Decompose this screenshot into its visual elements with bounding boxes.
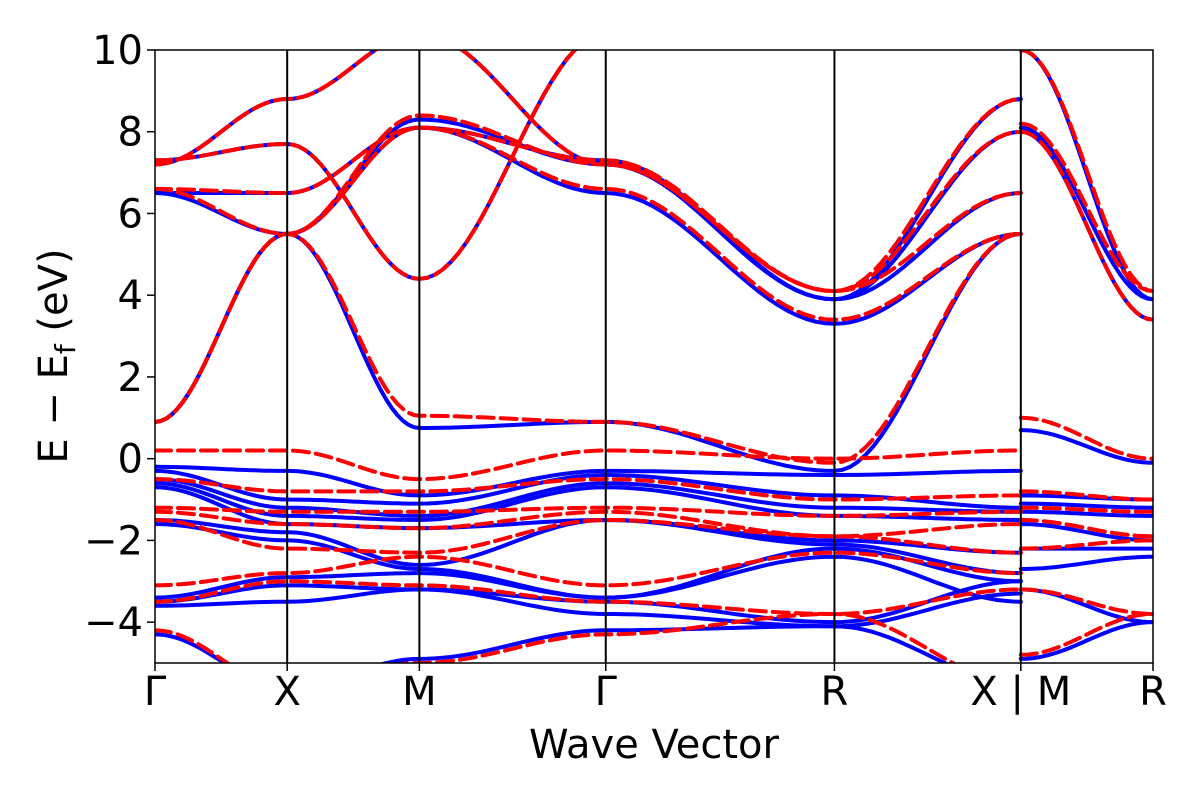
high-symmetry-lines <box>286 50 1022 663</box>
band-line <box>1018 501 1153 510</box>
band-line <box>155 477 1023 518</box>
band-line <box>155 579 1023 625</box>
band-line <box>155 481 1023 522</box>
band-line <box>155 550 1023 588</box>
y-axis: 10 8 6 4 2 0 −2 −4 <box>84 28 155 646</box>
band-line <box>1018 125 1153 302</box>
x-tick-label: X <box>273 669 300 715</box>
x-axis-label: Wave Vector <box>529 722 780 768</box>
band-line <box>155 522 1023 600</box>
band-line <box>1018 428 1153 465</box>
band-line <box>1018 587 1153 616</box>
x-tick-label: Γ <box>595 669 618 715</box>
band-line <box>1018 505 1153 514</box>
y-tick-label: −2 <box>84 518 143 564</box>
band-line <box>155 468 1023 510</box>
band-line <box>155 448 1023 482</box>
band-line <box>1018 415 1153 461</box>
plot-frame <box>154 49 1154 664</box>
band-line <box>155 579 1023 616</box>
band-line <box>1018 121 1153 294</box>
band-line <box>1018 554 1153 571</box>
band-series-2 <box>155 50 1153 663</box>
band-line <box>155 50 1023 294</box>
y-tick-label: 0 <box>118 437 143 483</box>
band-line <box>1018 129 1153 322</box>
band-line <box>155 125 1023 326</box>
y-axis-label-main: E − E <box>31 354 77 464</box>
band-line <box>155 113 1023 294</box>
band-line <box>155 518 1023 576</box>
y-tick-label: 4 <box>118 273 143 319</box>
band-line <box>155 612 958 663</box>
x-axis: Γ X M Γ R X | M R <box>144 663 1167 715</box>
y-axis-label: E − Ef (eV) <box>31 248 82 463</box>
band-line <box>155 50 578 281</box>
x-tick-label: M <box>402 669 437 715</box>
band-line <box>1018 509 1153 518</box>
band-line <box>155 505 1023 518</box>
band-line <box>155 587 1023 629</box>
y-tick-label: 2 <box>118 355 143 401</box>
bands-layer <box>155 50 1153 663</box>
y-tick-label: 10 <box>92 28 143 74</box>
band-line <box>155 50 578 281</box>
band-line <box>155 485 1023 555</box>
band-line <box>1018 489 1153 502</box>
x-tick-label: X | M <box>970 669 1071 715</box>
y-tick-label: −4 <box>84 600 143 646</box>
band-line <box>155 554 1023 604</box>
band-line <box>155 624 950 663</box>
band-line <box>1018 538 1153 551</box>
x-tick-label: Γ <box>144 669 167 715</box>
y-tick-label: 6 <box>118 191 143 237</box>
x-tick-label: R <box>821 669 849 715</box>
band-line <box>155 518 1023 555</box>
band-line <box>1018 612 1153 657</box>
band-line <box>155 125 1023 322</box>
y-axis-label-unit: (eV) <box>31 248 77 344</box>
band-line <box>1018 493 1153 502</box>
band-line <box>1018 50 1153 294</box>
band-line <box>1018 620 1153 661</box>
y-axis-label-sub: f <box>49 343 82 354</box>
band-line <box>1018 522 1153 543</box>
y-tick-label: 8 <box>118 110 143 156</box>
x-tick-label: R <box>1139 669 1167 715</box>
band-line <box>1018 518 1153 539</box>
band-line <box>155 477 1023 502</box>
